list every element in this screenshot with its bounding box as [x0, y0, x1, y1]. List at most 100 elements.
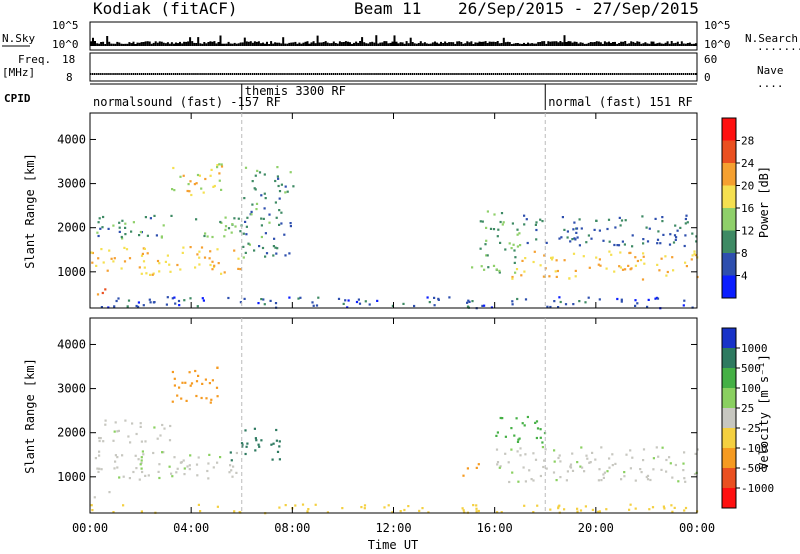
scatter-cell [198, 174, 201, 177]
freq-unit: [MHz] [2, 66, 35, 79]
scatter-cell [173, 296, 176, 299]
freq-sample [444, 73, 446, 75]
freq-sample [142, 73, 145, 75]
scatter-cell [347, 299, 350, 302]
colorbar-tick-label: 25 [741, 402, 754, 415]
scatter-cell [486, 210, 489, 213]
scatter-cell [565, 479, 568, 482]
scatter-cell [363, 507, 366, 510]
scatter-cell [659, 242, 662, 245]
freq-sample [205, 73, 207, 75]
scatter-cell [110, 257, 113, 260]
colorbar-segment [722, 118, 736, 141]
scatter-cell [576, 510, 579, 513]
scatter-cell [363, 504, 367, 507]
scatter-cell [585, 454, 588, 457]
scatter-cell [182, 174, 185, 177]
sky-sample [409, 37, 412, 46]
sky-sample [207, 42, 210, 46]
freq-sample [557, 73, 559, 75]
scatter-cell [467, 299, 470, 302]
scatter-cell [275, 428, 278, 432]
scatter-cell [173, 456, 176, 459]
scatter-cell [684, 234, 687, 237]
scatter-cell [280, 222, 283, 225]
scatter-cell [513, 249, 516, 252]
sky-sample [310, 42, 313, 46]
scatter-cell [620, 300, 623, 303]
scatter-cell [558, 296, 561, 299]
sky-sample [264, 43, 266, 46]
scatter-cell [326, 511, 329, 514]
scatter-cell [233, 249, 236, 252]
sky-sample [243, 37, 246, 46]
sky-sample [486, 43, 489, 46]
sky-sample [292, 42, 295, 46]
scatter-cell [227, 227, 231, 230]
scatter-cell [223, 271, 226, 274]
scatter-cell [301, 503, 305, 506]
freq-sample [610, 73, 612, 75]
scatter-cell [220, 163, 223, 166]
freq-sample [225, 73, 228, 75]
scatter-cell [672, 241, 676, 244]
sky-sample [634, 42, 637, 46]
scatter-cell [619, 251, 622, 254]
scatter-cell [623, 475, 626, 478]
freq-sample [686, 73, 689, 75]
scatter-cell [244, 452, 247, 456]
scatter-cell [519, 447, 522, 450]
scatter-cell [195, 380, 199, 383]
scatter-cell [514, 271, 517, 274]
freq-sample [551, 73, 553, 75]
freq-sample [494, 73, 497, 75]
scatter-cell [515, 417, 518, 420]
y-tick-label: 4000 [57, 337, 86, 351]
scatter-cell [263, 207, 266, 210]
scatter-cell [696, 448, 699, 451]
sky-sample [622, 41, 625, 46]
sky-sample [403, 43, 406, 46]
scatter-cell [510, 247, 513, 250]
scatter-cell [277, 177, 280, 180]
scatter-cell [524, 298, 528, 301]
sky-sample [205, 43, 208, 46]
scatter-cell [138, 478, 141, 481]
sky-sample [314, 43, 317, 46]
freq-sample [419, 73, 422, 75]
sky-sample [555, 41, 558, 46]
scatter-cell [496, 463, 499, 466]
velocity-y-label: Slant Range [km] [23, 358, 37, 474]
scatter-cell [100, 306, 103, 309]
scatter-cell [634, 479, 637, 482]
scatter-cell [211, 235, 214, 239]
scatter-cell [495, 268, 498, 271]
scatter-cell [433, 296, 436, 299]
sky-sample [662, 43, 665, 46]
sky-sample [312, 41, 315, 46]
scatter-cell [636, 302, 639, 305]
scatter-cell [263, 303, 266, 306]
scatter-cell [682, 469, 685, 472]
scatter-cell [263, 173, 266, 176]
scatter-cell [536, 504, 539, 507]
freq-sample [326, 73, 329, 75]
sky-sample [668, 43, 671, 46]
freq-sample [126, 73, 128, 75]
sky-sample [349, 42, 351, 46]
scatter-cell [516, 440, 520, 443]
scatter-cell [657, 230, 660, 233]
sky-sample [514, 43, 517, 46]
scatter-cell [376, 299, 379, 302]
scatter-cell [640, 471, 643, 474]
scatter-cell [668, 456, 671, 459]
sky-sample [375, 35, 378, 46]
scatter-cell [433, 304, 436, 307]
scatter-cell [629, 503, 632, 506]
scatter-cell [550, 258, 554, 261]
freq-sample [179, 73, 181, 75]
scatter-cell [144, 216, 147, 219]
scatter-cell [231, 475, 234, 478]
freq-sample [144, 73, 147, 75]
scatter-cell [278, 506, 281, 509]
